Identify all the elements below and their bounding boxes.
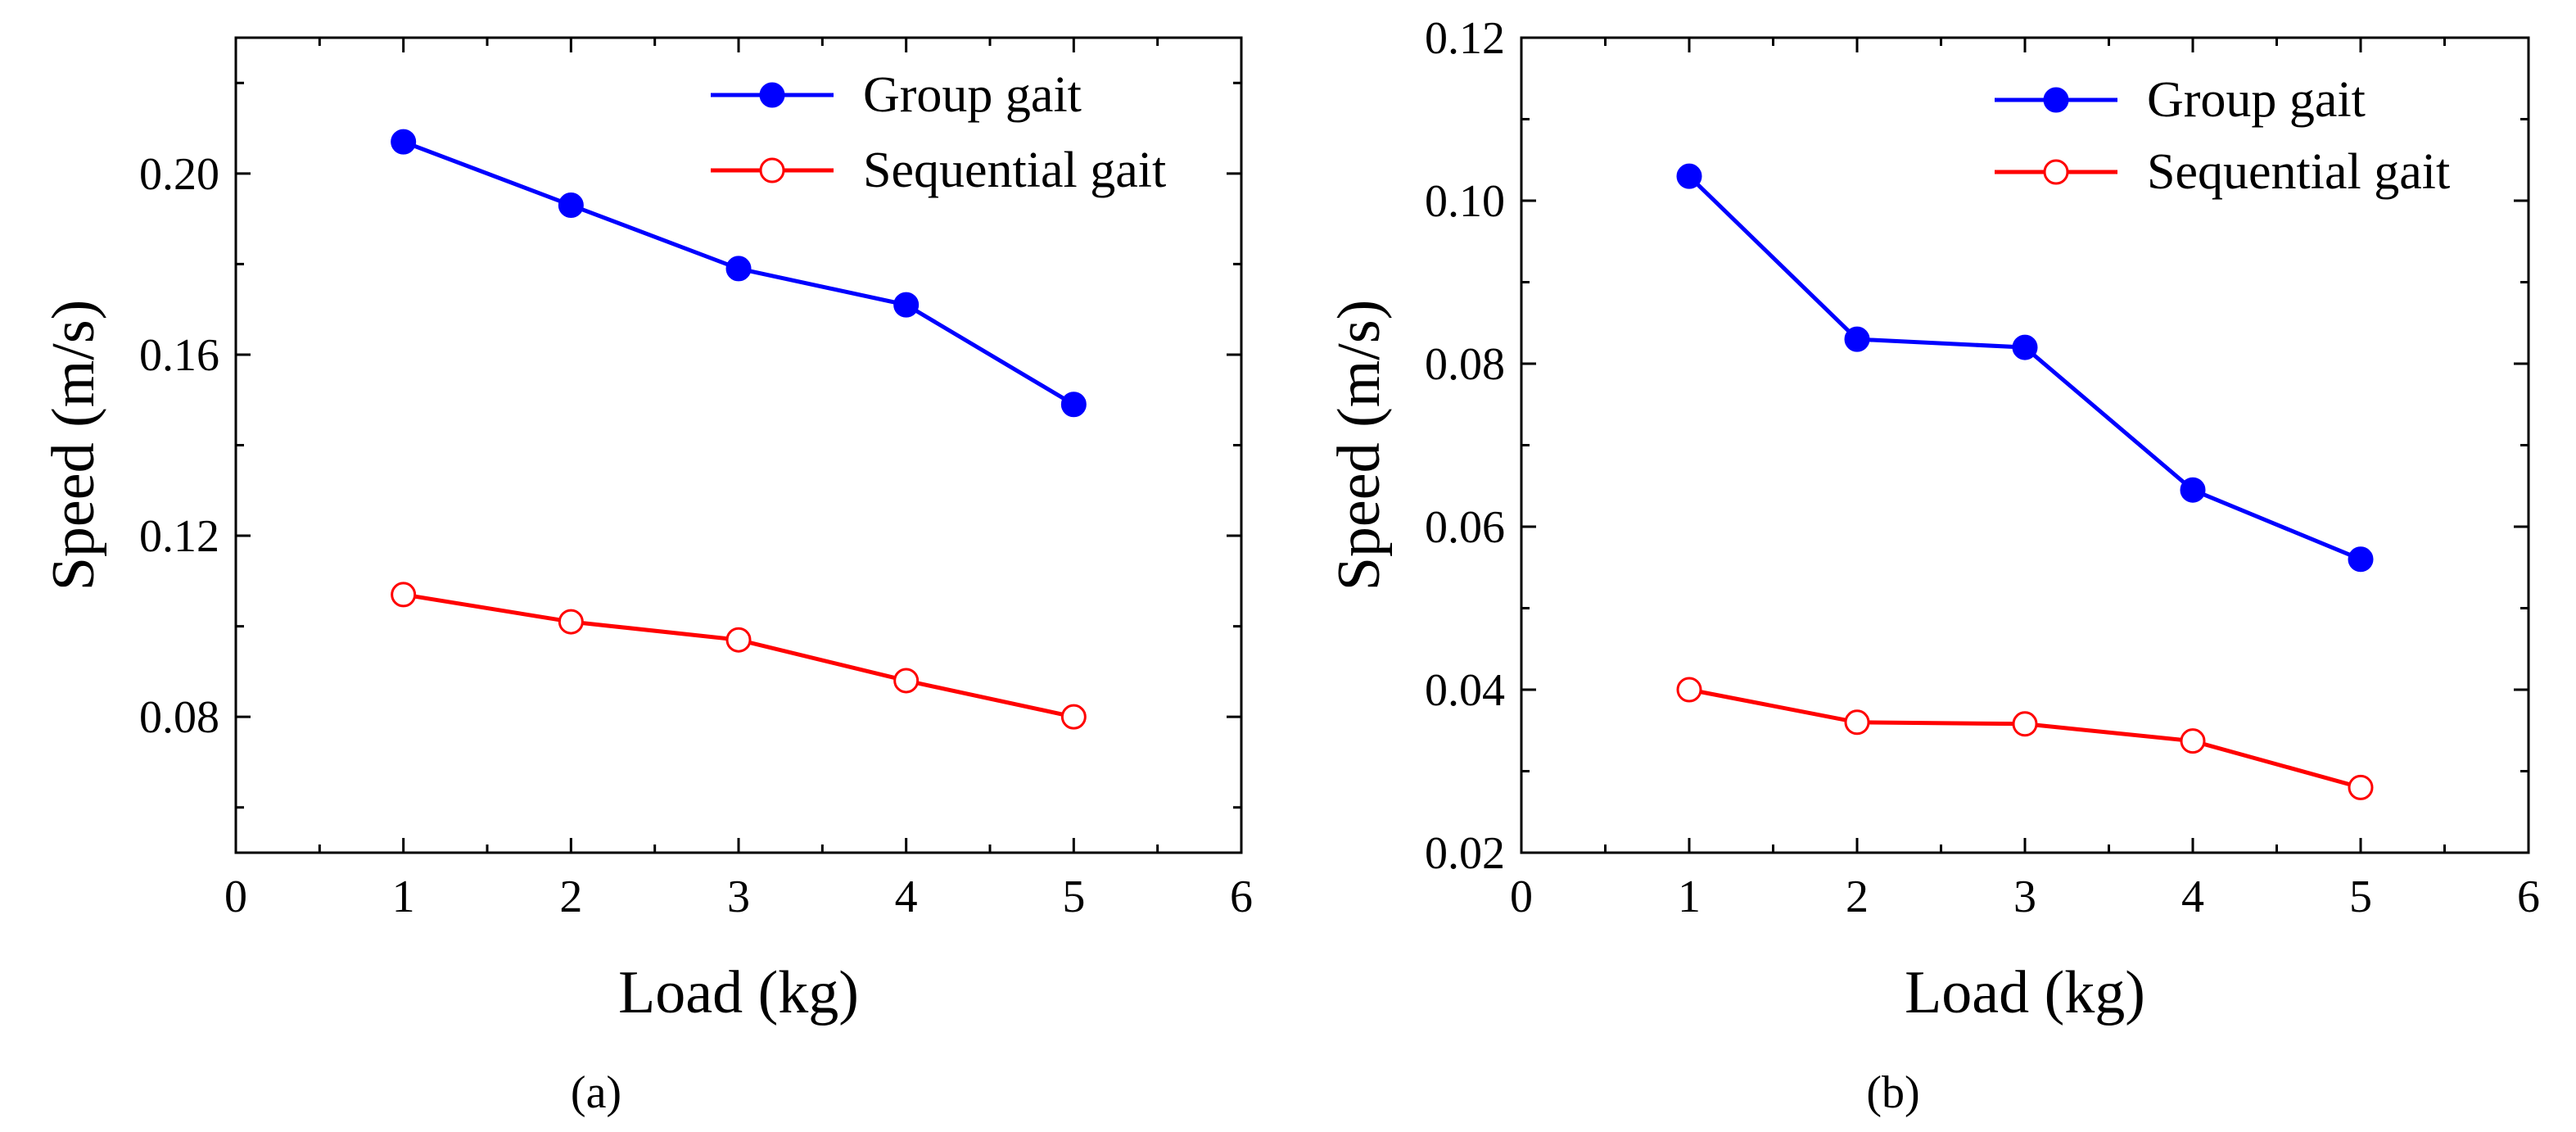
series-sequential-gait: [1676, 677, 2374, 800]
legend-entry: Group gait: [1995, 72, 2366, 128]
legend-entry: Group gait: [711, 67, 1082, 123]
chart-panel-2: 0 1 2 3 4 5 6 0.02 0.04 0.06 0.08 0.10 0.12 Load (kg)…: [1326, 13, 2540, 1118]
data-point: [1060, 704, 1087, 730]
data-point: [2012, 711, 2038, 737]
x-tick-label: 0: [1510, 872, 1533, 922]
x-tick-label: 3: [2013, 872, 2036, 922]
series-line: [1688, 174, 2361, 562]
data-point: [558, 192, 584, 219]
series-group-gait: [1676, 163, 2374, 573]
data-point: [1676, 677, 1702, 703]
legend-label: Sequential gait: [863, 143, 1166, 198]
panel-label: (b): [1866, 1067, 1919, 1118]
series-group-gait: [391, 129, 1087, 418]
data-point: [1060, 392, 1087, 418]
legend-entry: Sequential gait: [1995, 144, 2450, 200]
data-point: [1676, 163, 1702, 189]
y-tick-label: 0.12: [139, 511, 219, 562]
legend-label: Group gait: [863, 67, 1082, 123]
x-tick-label: 2: [1846, 872, 1869, 922]
legend-label: Sequential gait: [2147, 144, 2450, 200]
x-tick-label: 1: [1678, 872, 1701, 922]
x-axis-title: Load (kg): [1905, 959, 2145, 1026]
data-point: [2180, 477, 2206, 503]
series-line: [403, 592, 1074, 719]
x-tick-label: 1: [392, 872, 415, 922]
y-tick-label: 0.12: [1425, 13, 1505, 64]
y-tick-label: 0.16: [139, 330, 219, 381]
y-tick-label: 0.10: [1425, 176, 1505, 227]
panel-label: (a): [571, 1067, 621, 1118]
legend-entry: Sequential gait: [711, 143, 1166, 198]
x-tick-label: 4: [895, 872, 918, 922]
x-tick-label: 3: [727, 872, 750, 922]
data-point: [2348, 774, 2374, 800]
x-tick-label: 4: [2181, 872, 2204, 922]
y-tick-label: 0.08: [1425, 339, 1505, 390]
y-tick-label: 0.04: [1425, 665, 1505, 716]
data-point: [558, 609, 584, 635]
data-point: [2348, 546, 2374, 573]
data-point: [391, 129, 417, 155]
data-point: [1844, 326, 1870, 352]
data-point: [391, 582, 417, 608]
y-tick-label: 0.06: [1425, 502, 1505, 553]
data-point: [725, 627, 752, 653]
y-tick-label: 0.20: [139, 149, 219, 200]
y-axis-title: Speed (m/s): [40, 300, 107, 591]
y-tick-label: 0.08: [139, 692, 219, 743]
series-line: [1688, 687, 2361, 790]
data-point: [893, 292, 920, 318]
x-tick-label: 5: [1062, 872, 1085, 922]
y-tick-label: 0.02: [1425, 828, 1505, 879]
chart-panel-1: 0 1 2 3 4 5 6 0.08 0.12 0.16 0.20 Load (kg) Speed (m…: [40, 36, 1253, 1118]
x-tick-label: 6: [1230, 872, 1253, 922]
legend-label: Group gait: [2147, 72, 2366, 128]
legend-marker: [759, 157, 785, 183]
x-tick-label: 5: [2349, 872, 2372, 922]
data-point: [2012, 334, 2038, 360]
legend-marker: [759, 82, 785, 108]
y-axis-title: Speed (m/s): [1326, 300, 1393, 591]
legend-marker: [2043, 159, 2069, 185]
series-sequential-gait: [391, 582, 1087, 730]
data-point: [1844, 709, 1870, 736]
data-point: [725, 256, 752, 282]
x-tick-label: 0: [224, 872, 247, 922]
x-tick-label: 6: [2517, 872, 2540, 922]
data-point: [2180, 728, 2206, 754]
x-tick-label: 2: [559, 872, 582, 922]
data-point: [893, 668, 920, 694]
legend-marker: [2043, 87, 2069, 113]
x-axis-title: Load (kg): [618, 959, 859, 1026]
